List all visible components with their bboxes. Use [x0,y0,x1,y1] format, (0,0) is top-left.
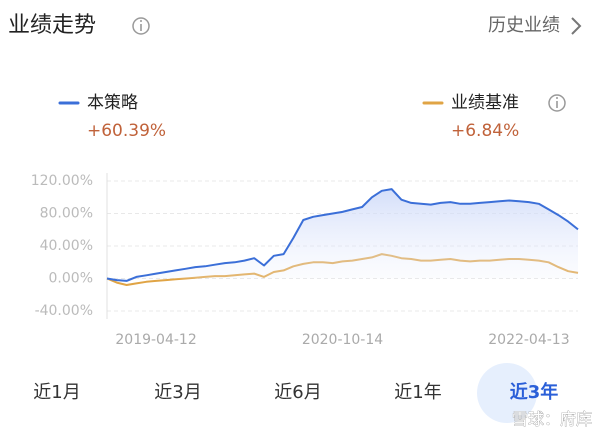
y-tick-label: 80.00% [40,206,93,222]
chevron[interactable] [571,17,582,35]
line [106,188,579,282]
watermark: 雪球：府库 [512,410,592,429]
legend-label: 业绩基准 [451,93,519,113]
tab[interactable]: 近1月 [33,382,80,403]
x-tick-label: 2020-10-14 [302,332,383,348]
active-tab-bg [477,363,537,423]
tab[interactable]: 近3年 [510,381,559,403]
tab[interactable]: 近6月 [274,382,321,403]
y-tick-label: 0.00% [49,271,93,287]
legend-label: 本策略 [87,93,138,113]
y-tick-label: 120.00% [31,173,93,189]
legend-change: +60.39% [87,121,166,141]
title: 业绩走势 [8,13,96,38]
legend-change: +6.84% [451,121,519,141]
info-icon[interactable] [548,94,566,112]
x-tick-label: 2022-04-13 [488,332,569,348]
history-link[interactable]: 历史业绩 [488,15,560,36]
y-tick-label: 40.00% [40,238,93,254]
tab[interactable]: 近3月 [154,382,201,403]
x-tick-label: 2019-04-12 [115,332,196,348]
tab[interactable]: 近1年 [394,382,441,403]
info-icon[interactable] [132,17,150,35]
y-tick-label: -40.00% [35,303,93,319]
area [107,189,578,281]
